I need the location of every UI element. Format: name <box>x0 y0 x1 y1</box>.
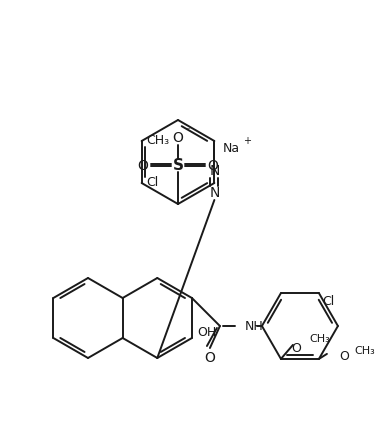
Text: N: N <box>209 164 219 178</box>
Text: N: N <box>209 186 219 200</box>
Text: O: O <box>173 131 183 145</box>
Text: Cl: Cl <box>147 177 159 190</box>
Text: CH₃: CH₃ <box>147 134 170 148</box>
Text: OH: OH <box>197 326 216 339</box>
Text: O: O <box>291 343 301 355</box>
Text: O: O <box>339 350 349 364</box>
Text: O: O <box>204 351 215 365</box>
Text: CH₃: CH₃ <box>354 346 375 356</box>
Text: Cl: Cl <box>322 295 334 307</box>
Text: O: O <box>137 159 149 173</box>
Text: +: + <box>243 136 251 146</box>
Text: ⁻: ⁻ <box>184 126 190 136</box>
Text: O: O <box>207 159 218 173</box>
Text: NH: NH <box>245 319 264 332</box>
Text: CH₃: CH₃ <box>309 334 330 344</box>
Text: Na: Na <box>223 141 240 155</box>
Text: S: S <box>173 159 183 173</box>
